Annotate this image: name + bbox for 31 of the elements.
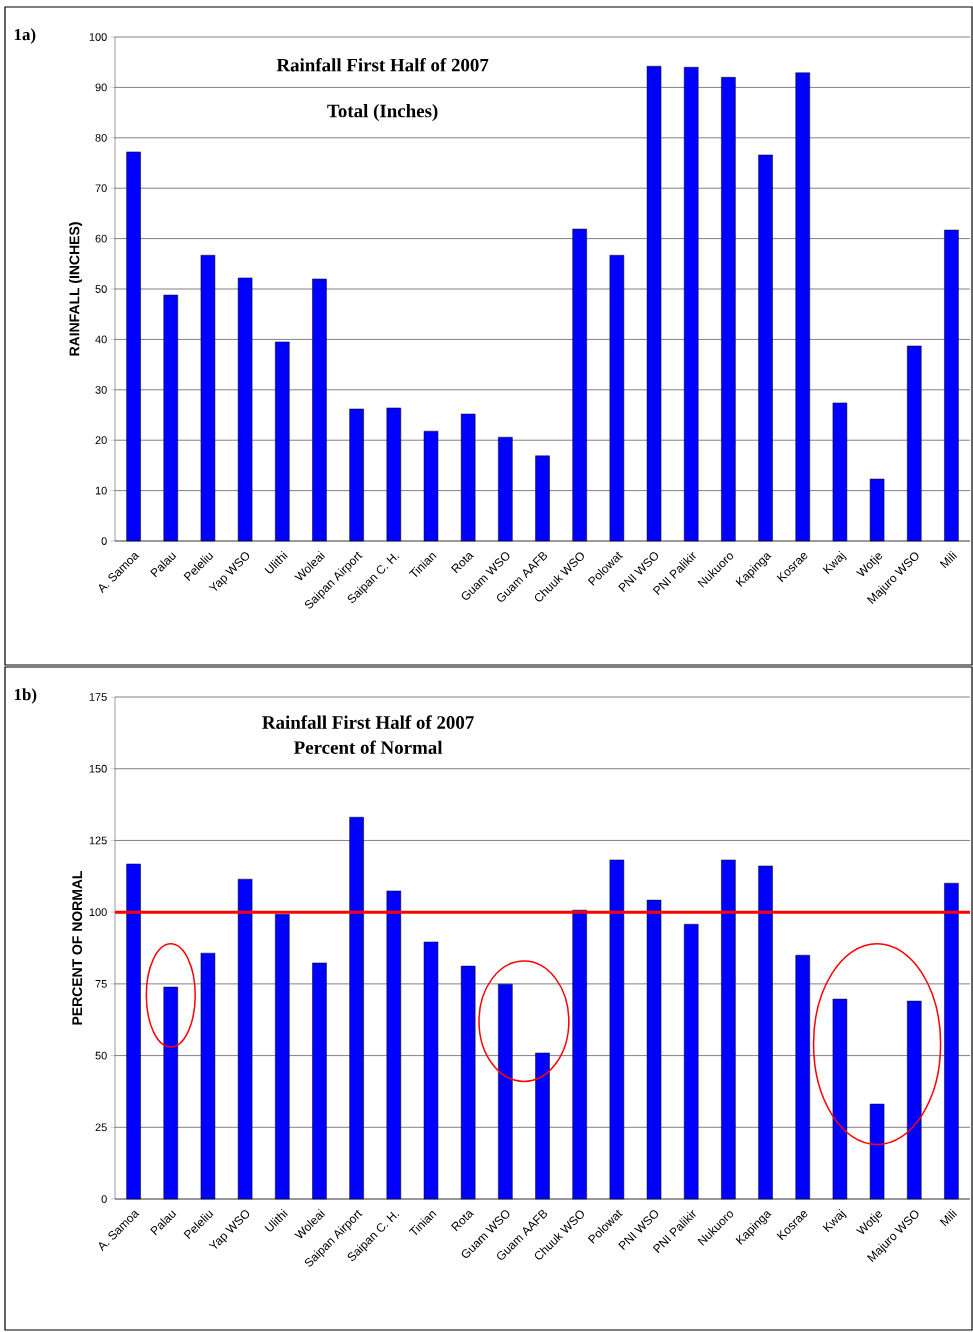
y-tick-label: 100 [89, 33, 107, 41]
text: Total (Inches) [327, 104, 438, 122]
y-tick-label: 50 [95, 285, 107, 293]
text: Percent of Normal [293, 740, 443, 754]
y-tick-label: 50 [95, 1051, 107, 1060]
text: 1b) [14, 688, 37, 704]
x-tick-label: Rota [451, 1210, 474, 1232]
y-tick-label: 100 [89, 908, 107, 917]
y-tick-label: 175 [89, 693, 107, 701]
y-tick-label: 70 [95, 184, 107, 193]
y-tick-label: 150 [89, 764, 107, 773]
y-tick-label: 20 [95, 436, 107, 445]
y-axis-title: PERCENT OF NORMAL [72, 870, 83, 1025]
x-tick-label: Mili [939, 550, 957, 569]
y-tick-label: 90 [95, 83, 107, 92]
x-tick-label: Rota [451, 552, 474, 574]
y-tick-label: 10 [95, 486, 107, 495]
y-tick-label: 0 [101, 1195, 107, 1203]
y-tick-label: 60 [95, 234, 107, 243]
y-tick-label: 80 [95, 133, 107, 142]
y-tick-label: 40 [95, 335, 107, 344]
text: 1a) [14, 28, 36, 44]
y-tick-label: 25 [95, 1123, 107, 1132]
y-axis-title: RAINFALL (INCHES) [69, 222, 83, 356]
text: Rainfall First Half of 2007 [262, 715, 474, 729]
y-tick-label: 30 [95, 385, 107, 394]
y-tick-label: 125 [89, 836, 107, 845]
x-tick-label: Mili [939, 1208, 957, 1227]
y-tick-label: 75 [95, 980, 107, 988]
y-tick-label: 0 [101, 537, 107, 545]
text: Rainfall First Half of 2007 [276, 57, 489, 72]
